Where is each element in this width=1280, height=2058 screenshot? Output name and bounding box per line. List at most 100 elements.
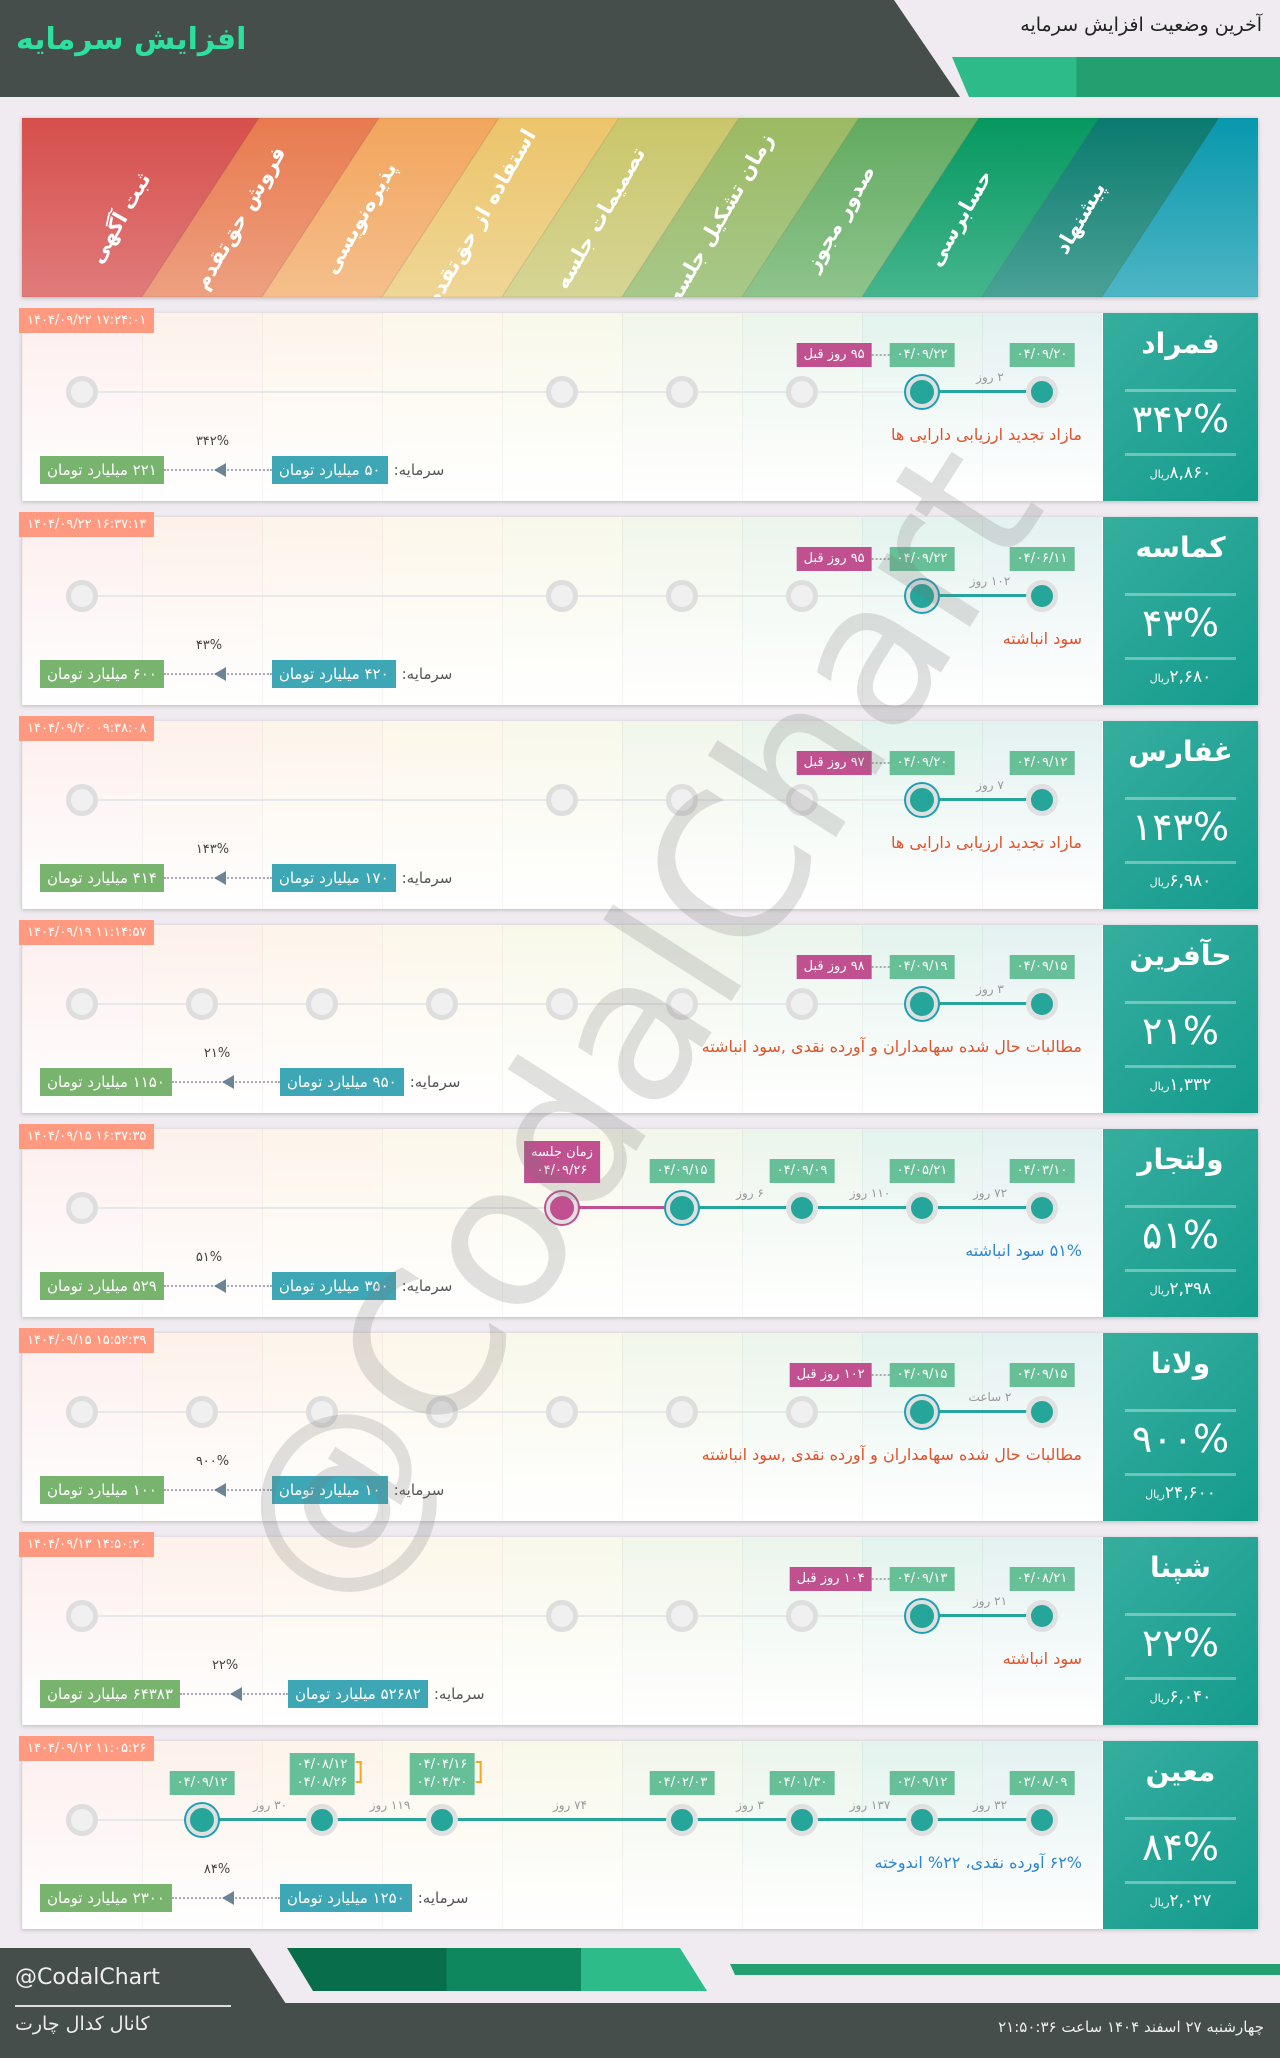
stage-node-current[interactable] — [906, 1600, 938, 1632]
footer-handle[interactable]: @CodalChart — [15, 1965, 160, 1990]
stock-summary[interactable]: كماسه ۴۳% ۲,۶۸۰ریال — [1103, 517, 1258, 705]
stock-summary[interactable]: غفارس ۱۴۳% ۶,۹۸۰ریال — [1103, 721, 1258, 909]
stage-node-gray[interactable] — [66, 580, 98, 612]
stock-card[interactable]: ۱۴۰۴/۰۹/۱۹ ۱۱:۱۴:۵۷ ۰۴/۰۹/۱۵ ۰۴/۰۹/۱۹ ۹۸ رو… — [19, 920, 1258, 1113]
stage-node-gray[interactable] — [66, 376, 98, 408]
summary-divider — [1125, 1613, 1236, 1616]
stage-node-gray[interactable] — [546, 376, 578, 408]
stock-summary[interactable]: شپنا ۲۲% ۶,۰۴۰ریال — [1103, 1537, 1258, 1725]
capital-current: ۱۷۰ میلیارد تومان — [271, 864, 396, 892]
stage-node-gray[interactable] — [546, 580, 578, 612]
stage-node-current[interactable] — [906, 988, 938, 1020]
stock-name[interactable]: ولتجار — [1137, 1143, 1224, 1176]
stock-summary[interactable]: ولتجار ۵۱% ۲,۳۹۸ریال — [1103, 1129, 1258, 1317]
stage-node-done[interactable] — [426, 1804, 458, 1836]
stage-node-gray[interactable] — [786, 988, 818, 1020]
stage-node-gray[interactable] — [66, 988, 98, 1020]
stage-node-current[interactable] — [906, 1396, 938, 1428]
summary-divider — [1125, 1409, 1236, 1412]
stage-node-done[interactable] — [1026, 580, 1058, 612]
stock-card[interactable]: ۱۴۰۴/۰۹/۱۲ ۱۱:۰۵:۲۶ ۰۳/۰۸/۰۹ ۰۳/۰۹/۱۲ ۰۴/۰۱… — [19, 1736, 1258, 1929]
stage-node-current[interactable] — [906, 784, 938, 816]
gap-duration: ۲ ساعت — [968, 1390, 1012, 1404]
stage-node-done[interactable] — [1026, 1396, 1058, 1428]
stage-node-gray[interactable] — [426, 1396, 458, 1428]
stage-node-gray[interactable] — [666, 988, 698, 1020]
stage-node-done[interactable] — [306, 1804, 338, 1836]
stock-name[interactable]: غفارس — [1128, 735, 1233, 768]
stage-node-gray[interactable] — [186, 988, 218, 1020]
stage-date-label: ۰۴/۰۵/۲۱ — [889, 1159, 955, 1183]
stage-node-gray[interactable] — [786, 580, 818, 612]
stage-node-gray[interactable] — [546, 988, 578, 1020]
stage-node-done[interactable] — [1026, 1192, 1058, 1224]
stage-node-done[interactable] — [1026, 1804, 1058, 1836]
stage-node-current[interactable] — [906, 376, 938, 408]
stage-node-done[interactable] — [786, 1192, 818, 1224]
stock-card[interactable]: ۱۴۰۴/۰۹/۲۲ ۱۶:۳۷:۱۳ ۰۴/۰۶/۱۱ ۰۴/۰۹/۲۲ ۹۵ رو… — [19, 512, 1258, 705]
stock-name[interactable]: معین — [1145, 1755, 1216, 1788]
stage-node-current[interactable] — [186, 1804, 218, 1836]
capital-arrow: ۲۱% — [171, 1046, 280, 1096]
stage-node-gray[interactable] — [546, 1600, 578, 1632]
stage-node-gray[interactable] — [66, 1804, 98, 1836]
dotted-connector — [871, 558, 890, 560]
stage-node-gray[interactable] — [546, 784, 578, 816]
stage-node-done[interactable] — [906, 1804, 938, 1836]
stage-node-current[interactable] — [906, 580, 938, 612]
capital-final: ۱۱۵۰ میلیارد تومان — [40, 1068, 172, 1096]
stage-node-gray[interactable] — [66, 784, 98, 816]
stage-node-done[interactable] — [1026, 1600, 1058, 1632]
stage-node-done[interactable] — [906, 1192, 938, 1224]
capital-row: ۱۱۵۰ میلیارد تومان ۲۱% ۹۵۰ میلیارد تومان سر… — [40, 1046, 460, 1096]
stage-node-gray[interactable] — [66, 1192, 98, 1224]
stage-node-current[interactable] — [666, 1192, 698, 1224]
date-text: ۰۴/۰۸/۱۲ — [296, 1757, 348, 1772]
stage-node-gray[interactable] — [666, 784, 698, 816]
stage-node-gray[interactable] — [666, 580, 698, 612]
stage-node-meeting[interactable] — [546, 1192, 578, 1224]
stock-card[interactable]: ۱۴۰۴/۰۹/۲۲ ۱۷:۲۴:۰۱ ۰۴/۰۹/۲۰ ۰۴/۰۹/۲۲ ۹۵ رو… — [19, 308, 1258, 501]
stage-node-gray[interactable] — [306, 988, 338, 1020]
stage-node-gray[interactable] — [666, 376, 698, 408]
capital-label: سرمایه: — [401, 1277, 453, 1295]
increase-source: سود انباشته — [1002, 629, 1082, 648]
date-text: ۰۴/۰۸/۲۱ — [1016, 1571, 1068, 1586]
stock-card[interactable]: ۱۴۰۴/۰۹/۱۵ ۱۵:۵۲:۳۹ ۰۴/۰۹/۱۵ ۰۴/۰۹/۱۵ ۱۰۲ ر… — [19, 1328, 1258, 1521]
stage-node-gray[interactable] — [786, 376, 818, 408]
stage-node-gray[interactable] — [786, 1600, 818, 1632]
stage-node-gray[interactable] — [546, 1396, 578, 1428]
stage-node-done[interactable] — [1026, 988, 1058, 1020]
stage-node-gray[interactable] — [786, 784, 818, 816]
stage-column — [382, 721, 502, 909]
stock-summary[interactable]: ولانا ۹۰۰% ۲۴,۶۰۰ریال — [1103, 1333, 1258, 1521]
stock-summary[interactable]: معین ۸۴% ۲,۰۲۷ریال — [1103, 1741, 1258, 1929]
capital-percent: ۱۴۳% — [195, 842, 230, 857]
stock-card[interactable]: ۱۴۰۴/۰۹/۱۳ ۱۴:۵۰:۲۰ ۰۴/۰۸/۲۱ ۰۴/۰۹/۱۳ ۱۰۴ ر… — [19, 1532, 1258, 1725]
stock-card[interactable]: ۱۴۰۴/۰۹/۱۵ ۱۶:۳۷:۳۵ ۰۴/۰۳/۱۰ ۰۴/۰۵/۲۱ ۰۴/۰۹… — [19, 1124, 1258, 1317]
days-ago-badge: ۱۰۲ روز قبل — [789, 1363, 872, 1387]
stage-node-done[interactable] — [1026, 376, 1058, 408]
stage-node-gray[interactable] — [66, 1600, 98, 1632]
stock-name[interactable]: شپنا — [1150, 1551, 1211, 1584]
stock-name[interactable]: كماسه — [1135, 531, 1226, 564]
stage-node-gray[interactable] — [786, 1396, 818, 1428]
stage-node-done[interactable] — [666, 1804, 698, 1836]
stage-node-gray[interactable] — [186, 1396, 218, 1428]
stock-name[interactable]: ولانا — [1150, 1347, 1211, 1380]
stage-node-gray[interactable] — [426, 988, 458, 1020]
stage-node-gray[interactable] — [666, 1396, 698, 1428]
capital-final: ۶۰۰ میلیارد تومان — [40, 660, 164, 688]
stage-node-done[interactable] — [1026, 784, 1058, 816]
stock-name[interactable]: حآفرین — [1129, 939, 1232, 972]
stage-node-gray[interactable] — [66, 1396, 98, 1428]
stage-node-done[interactable] — [786, 1804, 818, 1836]
capital-current: ۱۲۵۰ میلیارد تومان — [279, 1884, 412, 1912]
stock-summary[interactable]: حآفرین ۲۱% ۱,۳۳۲ریال — [1103, 925, 1258, 1113]
stock-summary[interactable]: فمراد ۳۴۲% ۸,۸۶۰ریال — [1103, 313, 1258, 501]
stock-card[interactable]: ۱۴۰۴/۰۹/۲۰ ۰۹:۳۸:۰۸ ۰۴/۰۹/۱۲ ۰۴/۰۹/۲۰ ۹۷ رو… — [19, 716, 1258, 909]
stock-name[interactable]: فمراد — [1141, 327, 1220, 360]
stage-node-gray[interactable] — [306, 1396, 338, 1428]
stage-date-label: ۰۴/۰۹/۱۵ — [1009, 955, 1075, 979]
stage-node-gray[interactable] — [666, 1600, 698, 1632]
